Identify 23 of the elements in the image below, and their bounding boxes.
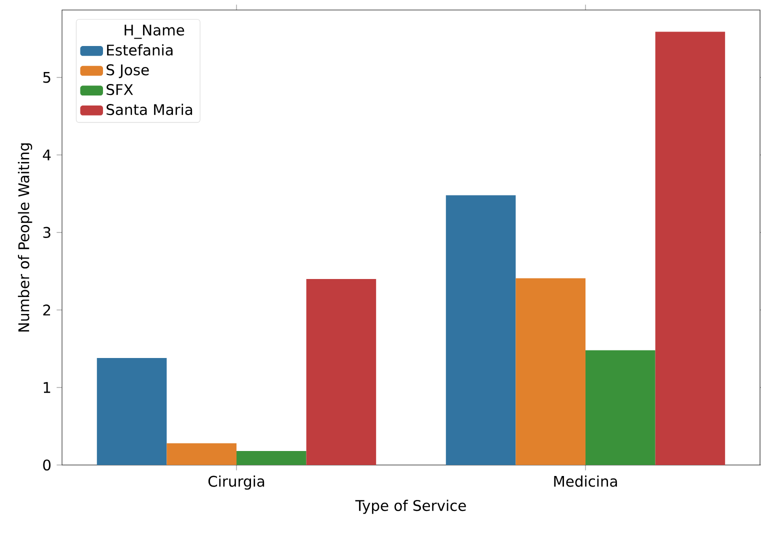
y-tick-label: 2: [43, 304, 50, 316]
bar: [236, 451, 306, 465]
y-tick-label: 0: [43, 459, 51, 471]
y-axis-title: Number of People Waiting: [18, 143, 32, 332]
legend-label: Estefania: [107, 44, 173, 56]
bar: [96, 358, 167, 465]
bar: [166, 443, 237, 465]
y-tick-label: 4: [42, 150, 51, 160]
y-tick-label: 3: [43, 226, 50, 238]
y-tick-label: 1: [44, 382, 50, 393]
x-axis-title: Type of Service: [355, 500, 466, 514]
legend-title: H_Name: [124, 24, 184, 39]
legend-label: Santa Maria: [106, 104, 192, 116]
bar: [655, 32, 726, 465]
x-tick-label: Medicina: [554, 475, 617, 487]
bar: [516, 278, 586, 465]
legend-label: SFX: [106, 84, 133, 96]
y-tick-label: 5: [43, 72, 50, 83]
x-tick-label: Cirurgia: [208, 475, 264, 490]
bar: [306, 278, 376, 465]
legend-label: S Jose: [106, 64, 149, 78]
bar: [586, 350, 656, 465]
bar: [446, 195, 516, 465]
